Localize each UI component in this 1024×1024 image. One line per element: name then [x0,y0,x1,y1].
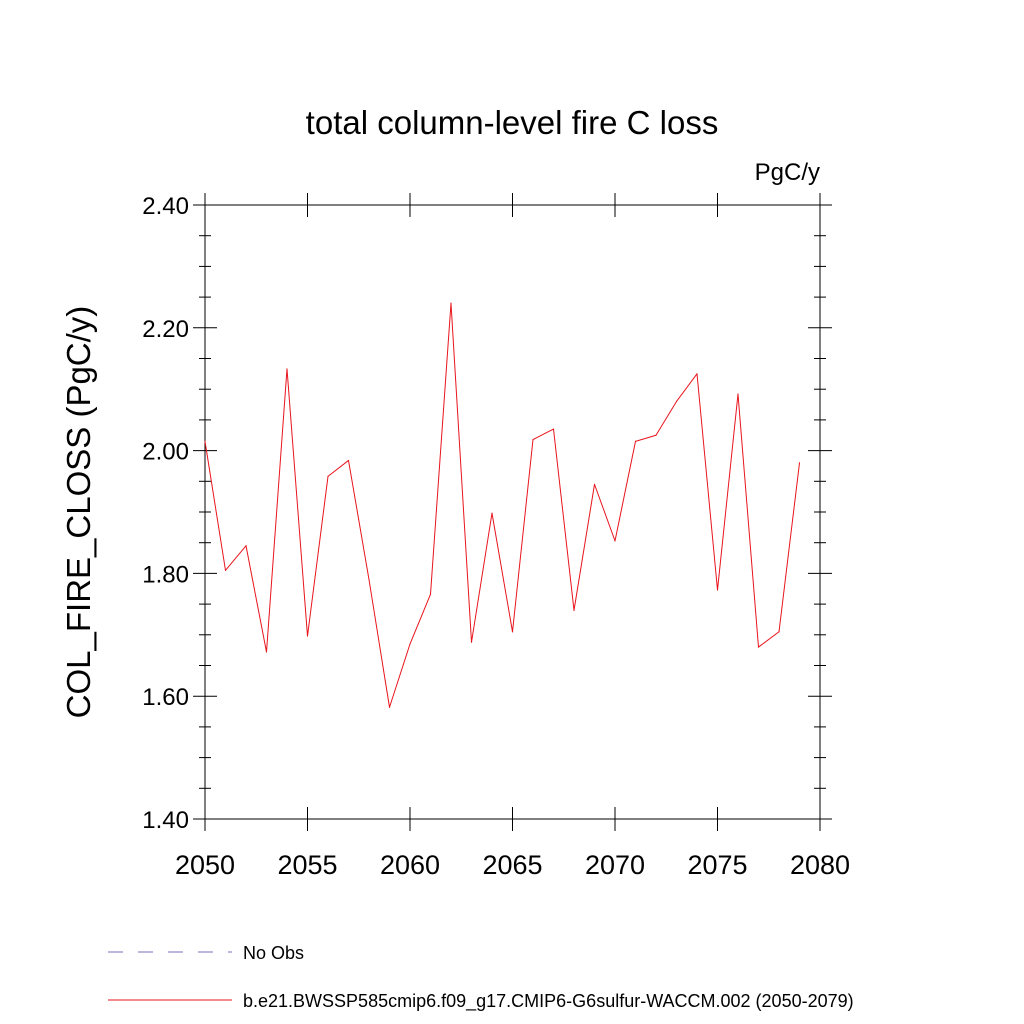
series-point [757,646,760,648]
series-point [552,428,555,430]
y-tick-label: 1.80 [142,561,189,588]
units-label: PgC/y [755,159,820,186]
x-tick-label: 2075 [687,850,747,880]
series-point [696,373,698,375]
y-tick-label: 2.00 [142,439,189,466]
series-point [491,512,493,514]
series-point [224,569,227,571]
legend-label-model: b.e21.BWSSP585cmip6.f09_g17.CMIP6-G6sulf… [243,991,854,1012]
y-tick-label: 2.20 [142,316,189,343]
x-tick-label: 2080 [790,850,850,880]
x-tick-label: 2050 [175,850,235,880]
series-point [532,438,534,441]
series-point [388,706,391,708]
y-tick-label: 1.60 [142,684,189,711]
plot-frame [204,204,821,820]
series-point [286,368,288,370]
series-point [614,540,616,542]
x-axis-ticks: 2050 2055 2060 2065 2070 2075 2080 [175,193,850,880]
x-tick-label: 2065 [482,850,542,880]
series-layer [204,302,801,708]
series-point [429,593,432,595]
series-point [593,483,596,485]
series-point [511,631,514,633]
y-tick-label: 1.40 [142,807,189,834]
y-axis-label: COL_FIRE_CLOSS (PgC/y) [60,306,97,719]
series-point [265,651,268,653]
series-point [716,589,719,591]
y-axis-ticks: 1.40 1.60 1.80 2.00 2.20 2.40 [142,193,832,834]
legend-label-no-obs: No Obs [243,943,304,963]
series-point [368,578,370,581]
series-point [655,434,657,436]
chart-title: total column-level fire C loss [306,104,719,141]
series-line-0 [204,302,800,708]
series-point [737,393,739,395]
x-tick-label: 2060 [380,850,440,880]
series-point [306,635,309,637]
series-point [204,440,206,442]
x-tick-label: 2055 [277,850,337,880]
series-point [470,641,473,643]
series-point [450,302,452,304]
series-point [778,631,780,633]
series-point [245,545,247,547]
series-point [798,462,801,464]
series-point [675,400,678,403]
x-tick-label: 2070 [585,850,645,880]
series-point [409,643,411,645]
series-point [573,609,575,611]
series-point [634,440,637,442]
legend: No Obs b.e21.BWSSP585cmip6.f09_g17.CMIP6… [108,943,854,1012]
series-point [347,459,350,462]
series-point [327,475,329,477]
y-tick-label: 2.40 [142,193,189,220]
